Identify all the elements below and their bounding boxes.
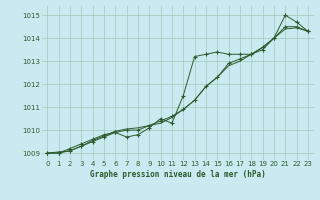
X-axis label: Graphe pression niveau de la mer (hPa): Graphe pression niveau de la mer (hPa) bbox=[90, 170, 266, 179]
